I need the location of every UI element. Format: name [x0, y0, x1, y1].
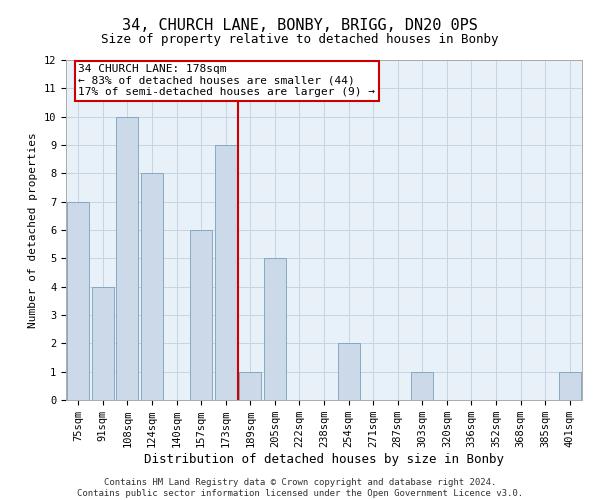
Bar — [264, 258, 286, 400]
Y-axis label: Number of detached properties: Number of detached properties — [28, 132, 38, 328]
Text: Size of property relative to detached houses in Bonby: Size of property relative to detached ho… — [101, 32, 499, 46]
Bar — [116, 116, 139, 400]
Bar — [239, 372, 262, 400]
Bar — [338, 344, 359, 400]
Bar — [559, 372, 581, 400]
Bar — [215, 145, 237, 400]
Text: 34 CHURCH LANE: 178sqm
← 83% of detached houses are smaller (44)
17% of semi-det: 34 CHURCH LANE: 178sqm ← 83% of detached… — [78, 64, 375, 98]
Text: Contains HM Land Registry data © Crown copyright and database right 2024.
Contai: Contains HM Land Registry data © Crown c… — [77, 478, 523, 498]
X-axis label: Distribution of detached houses by size in Bonby: Distribution of detached houses by size … — [144, 453, 504, 466]
Bar — [141, 174, 163, 400]
Bar — [67, 202, 89, 400]
Text: 34, CHURCH LANE, BONBY, BRIGG, DN20 0PS: 34, CHURCH LANE, BONBY, BRIGG, DN20 0PS — [122, 18, 478, 32]
Bar — [411, 372, 433, 400]
Bar — [190, 230, 212, 400]
Bar — [92, 286, 114, 400]
